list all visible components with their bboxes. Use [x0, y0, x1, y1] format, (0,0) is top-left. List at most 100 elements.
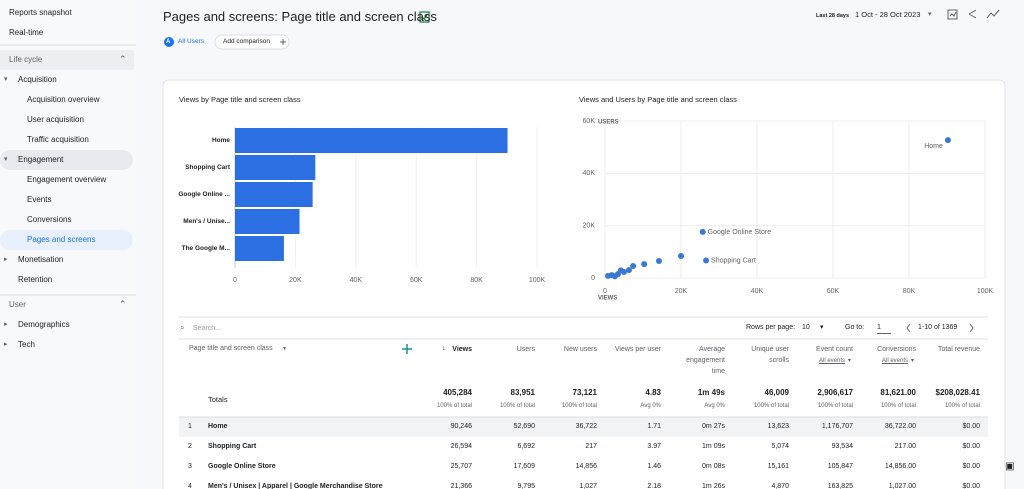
segment-dot — [164, 37, 174, 47]
total-sub: 100% of total — [753, 403, 789, 409]
x-axis-title: VIEWS — [598, 296, 617, 302]
row-cell: 1m 09s — [702, 443, 725, 450]
nav-item[interactable]: Demographics — [18, 320, 70, 329]
column-header[interactable]: Unique user scrolls — [751, 346, 789, 364]
column-header[interactable]: Average engagement time — [686, 346, 725, 375]
row-cell: 105,847 — [827, 463, 853, 470]
date-range[interactable]: 1 Oct - 28 Oct 2023 — [855, 10, 921, 19]
row-name[interactable]: Home — [208, 423, 228, 430]
column-header[interactable]: New users — [563, 346, 597, 353]
sort-caret: ▾ — [283, 346, 287, 352]
nav-item[interactable]: User acquisition — [27, 115, 84, 124]
column-header[interactable]: Total revenue — [937, 346, 980, 353]
row-cell: 14,856 — [575, 463, 597, 470]
total-value: 46,009 — [764, 388, 789, 397]
add-comparison[interactable]: Add comparison — [223, 38, 270, 45]
rows-caret: ▾ — [820, 324, 824, 331]
row-cell: 93,534 — [831, 443, 853, 450]
row-cell: 4,870 — [771, 483, 789, 489]
nav-item[interactable]: Monetisation — [18, 255, 64, 264]
goto-input[interactable]: 1 — [877, 323, 891, 334]
rows-select[interactable]: 10 — [802, 324, 810, 331]
column-header[interactable]: Event count — [816, 346, 853, 353]
row-cell: 9,795 — [517, 483, 535, 489]
row-cell: 21,366 — [450, 483, 472, 489]
nav-item[interactable]: Engagement — [18, 155, 64, 164]
row-cell: $0.00 — [962, 423, 980, 430]
nav-caret: ▸ — [4, 256, 8, 263]
row-index: 2 — [188, 443, 192, 450]
filter-caret: ▾ — [848, 358, 852, 364]
page-title: Pages and screens: Page title and screen… — [163, 9, 437, 24]
nav-caret: ▸ — [4, 321, 8, 328]
row-cell: 1,176,707 — [821, 423, 853, 430]
add-dimension[interactable] — [402, 344, 412, 354]
nav-item[interactable]: Traffic acquisition — [27, 135, 89, 144]
y-tick-label: Men's / Unise... — [183, 218, 230, 225]
nav-item[interactable]: Conversions — [27, 215, 72, 224]
insights-icon[interactable] — [986, 9, 1000, 19]
column-header[interactable]: Users — [516, 346, 535, 353]
point — [625, 267, 632, 274]
collapse-icon: ⌃ — [119, 54, 127, 64]
column-header[interactable]: Views — [452, 346, 472, 353]
share-icon[interactable] — [968, 9, 977, 19]
report-card — [162, 79, 1006, 489]
row-index: 3 — [188, 463, 192, 470]
pager-arrows[interactable] — [906, 323, 974, 333]
nav-caret: ▾ — [4, 156, 8, 163]
total-sub: Avg 0% — [704, 403, 725, 409]
nav-item[interactable]: Retention — [18, 275, 53, 284]
total-value: 4.83 — [645, 388, 661, 397]
row-cell: 3.97 — [647, 443, 661, 450]
chart-title: Views by Page title and screen class — [179, 95, 301, 104]
column-filter: All events — [818, 358, 845, 364]
nav-item[interactable]: Tech — [18, 340, 35, 349]
active-group-bg — [0, 150, 133, 170]
row-name[interactable]: Shopping Cart — [208, 443, 257, 450]
point — [703, 257, 710, 264]
point-label: Home — [924, 143, 943, 150]
x-tick-label: 20K — [675, 288, 688, 295]
nav-item[interactable]: Engagement overview — [27, 175, 107, 184]
nav-item[interactable]: Acquisition overview — [27, 95, 100, 104]
row-cell: 25,707 — [450, 463, 472, 470]
total-sub: 100% of total — [561, 403, 597, 409]
column-header[interactable]: Views per user — [614, 346, 661, 353]
row-cell: 217.00 — [894, 443, 916, 450]
row-index: 1 — [188, 423, 192, 430]
point — [699, 228, 706, 235]
row-name[interactable]: Men's / Unisex | Apparel | Google Mercha… — [208, 483, 383, 489]
row-cell: 1,027.00 — [888, 483, 916, 489]
nav-item[interactable]: Reports snapshot — [9, 8, 72, 17]
row-cell: 1m 26s — [702, 483, 725, 489]
column-filter: All events — [881, 358, 908, 364]
edit-icon[interactable] — [947, 9, 958, 20]
date-caret: ▾ — [928, 11, 932, 18]
filter-caret: ▾ — [911, 358, 915, 364]
row-name[interactable]: Google Online Store — [208, 463, 276, 470]
point — [605, 272, 612, 279]
nav-item[interactable]: Real-time — [9, 28, 44, 37]
total-sub: 100% of total — [944, 403, 980, 409]
point — [630, 262, 637, 269]
total-value: 2,906,617 — [817, 388, 853, 397]
column-header[interactable]: Page title and screen class — [189, 345, 273, 352]
search[interactable]: Search... — [193, 325, 222, 332]
column-header[interactable]: Conversions — [877, 346, 916, 353]
y-tick-label: Home — [212, 137, 230, 144]
row-highlight — [179, 417, 988, 437]
y-tick-label: 40K — [583, 170, 596, 177]
point-label: Shopping Cart — [711, 257, 756, 264]
nav-item[interactable]: Pages and screens — [27, 235, 96, 244]
total-sub: 100% of total — [436, 403, 472, 409]
x-tick-label: 100K — [529, 277, 546, 284]
row-cell: 217 — [585, 443, 597, 450]
nav-item[interactable]: Acquisition — [18, 75, 57, 84]
total-value: 81,621.00 — [880, 388, 916, 397]
bar — [235, 209, 300, 234]
segment-chip[interactable]: All Users — [178, 38, 205, 45]
totals-label: Totals — [208, 395, 228, 404]
nav-item[interactable]: Events — [27, 195, 52, 204]
add-comparison-btn[interactable] — [214, 34, 290, 50]
